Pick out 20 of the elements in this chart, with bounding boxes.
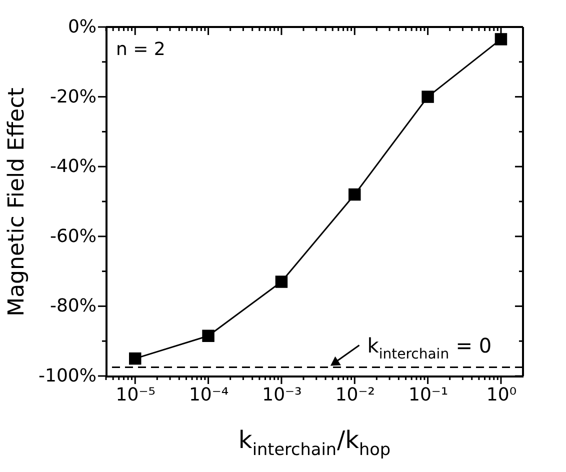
x-tick-label: 10⁻³ xyxy=(262,384,302,406)
y-tick-label: -60% xyxy=(50,226,96,247)
point xyxy=(128,352,142,365)
x-tick-label: 10⁰ xyxy=(486,384,517,406)
x-tick-label: 10⁻⁵ xyxy=(116,384,156,406)
y-tick-label: -80% xyxy=(50,296,96,317)
x-tick-label: 10⁻⁴ xyxy=(188,384,229,406)
annotation: n = 2 xyxy=(116,39,166,60)
y-axis-title: Magnetic Field Effect xyxy=(4,87,30,316)
point xyxy=(348,188,361,201)
y-tick-label: -40% xyxy=(50,156,96,178)
x-tick-label: 10⁻¹ xyxy=(408,384,448,406)
point xyxy=(494,33,508,46)
point xyxy=(202,330,214,342)
y-tick-label: -100% xyxy=(38,366,96,386)
point xyxy=(275,276,288,288)
x-tick-label: 10⁻² xyxy=(335,384,375,406)
y-tick-label: -20% xyxy=(50,86,96,108)
point xyxy=(422,90,434,103)
y-tick-label: 0% xyxy=(68,16,96,38)
